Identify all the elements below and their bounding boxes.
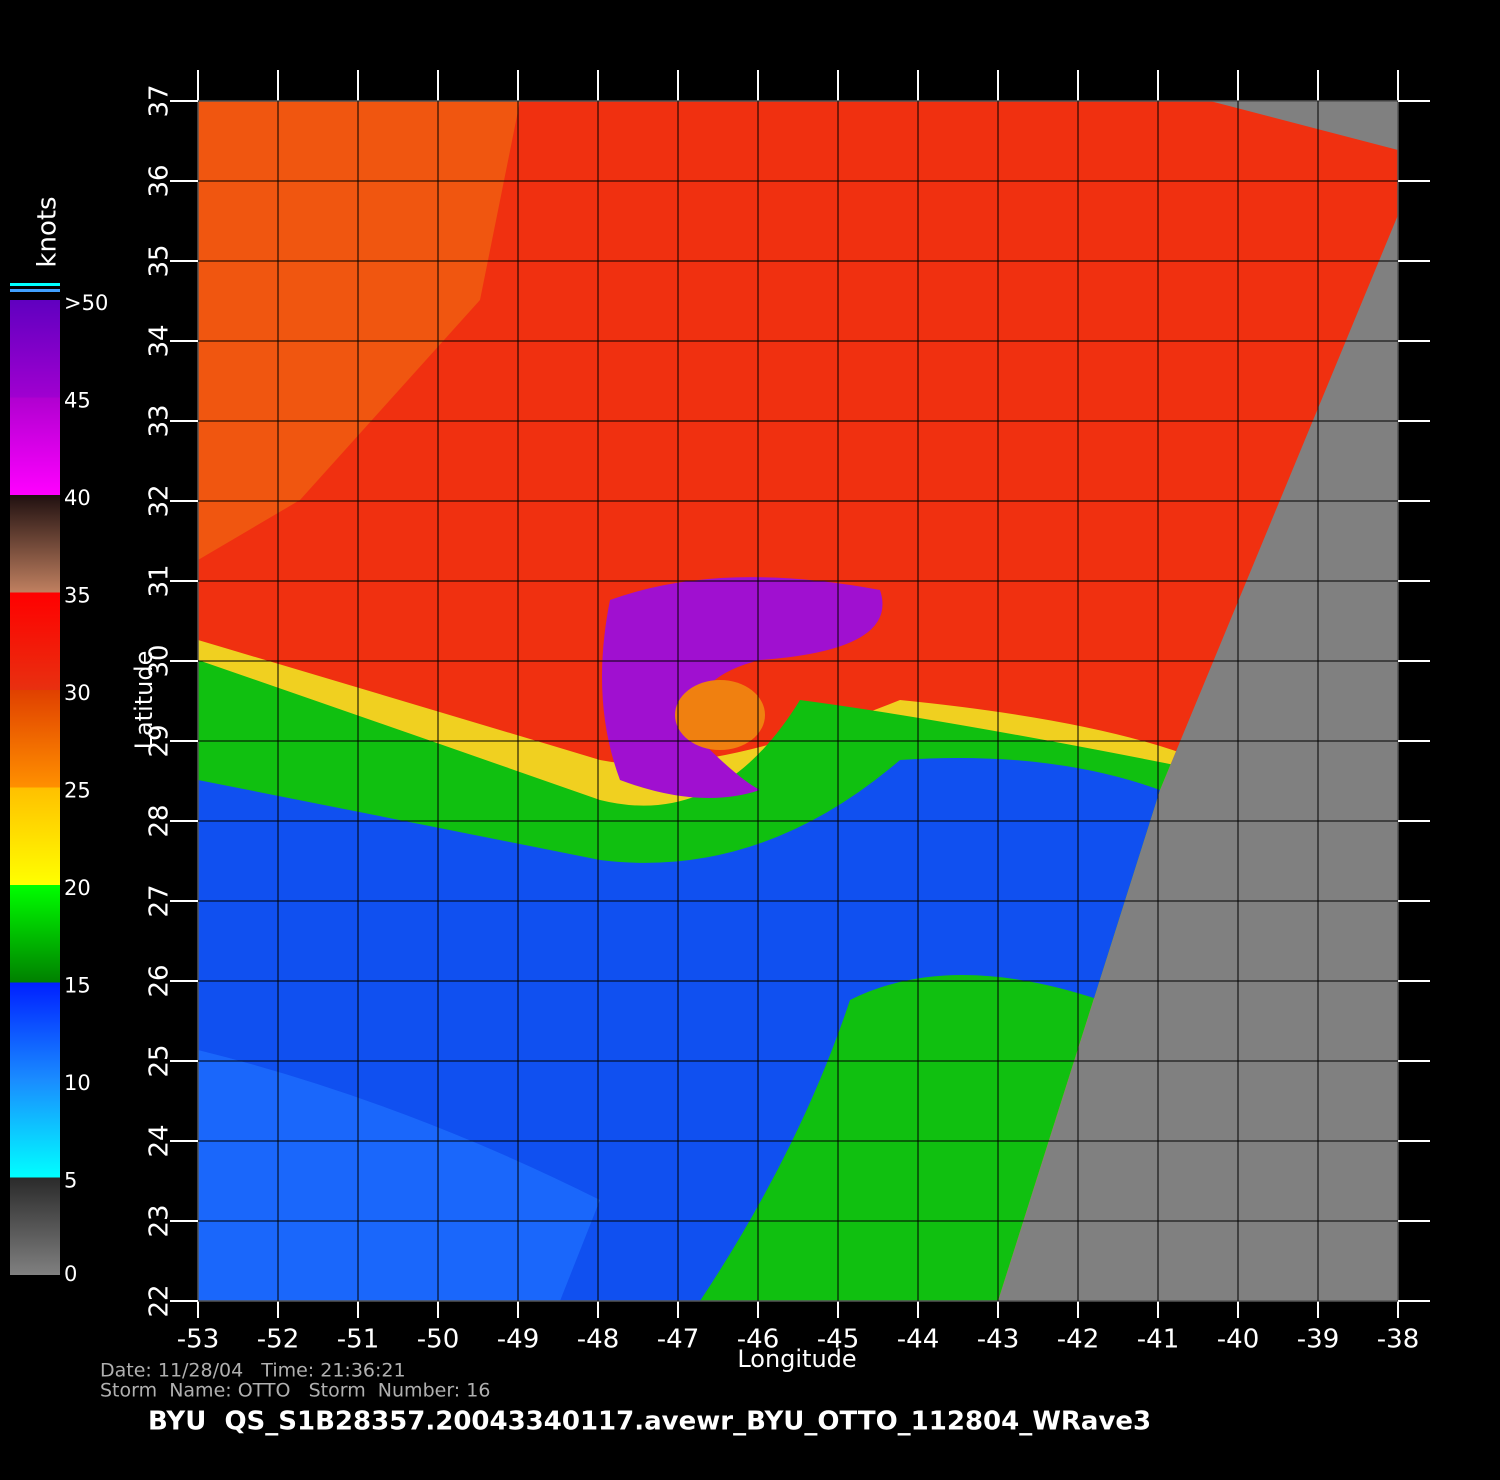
y-tick-label: 24 bbox=[145, 1124, 175, 1157]
colorbar-tick-label: 10 bbox=[64, 1071, 91, 1095]
x-tick-label: -52 bbox=[257, 1325, 299, 1355]
x-tick-label: -48 bbox=[577, 1325, 619, 1355]
cyclone-core bbox=[602, 577, 883, 798]
title: BYU QS_S1B28357.20043340117.avewr_BYU_OT… bbox=[148, 1407, 1151, 1437]
footer-line: Storm Name: OTTO Storm Number: 16 bbox=[100, 1380, 490, 1402]
colorbar-band bbox=[10, 787, 60, 885]
y-tick-label: 30 bbox=[145, 644, 175, 677]
colorbar-label: knots bbox=[33, 196, 63, 267]
colorbar-tick-label: 30 bbox=[64, 681, 91, 705]
colorbar-tick-label: 45 bbox=[64, 389, 91, 413]
colorbar-band bbox=[10, 1177, 60, 1275]
x-tick-label: -39 bbox=[1297, 1325, 1339, 1355]
colorbar-tick-label: >50 bbox=[64, 291, 108, 315]
x-tick-label: -42 bbox=[1057, 1325, 1099, 1355]
colorbar-band bbox=[10, 300, 60, 398]
x-tick-label: -53 bbox=[177, 1325, 219, 1355]
colorbar-band bbox=[10, 1080, 60, 1178]
x-tick-label: -51 bbox=[337, 1325, 379, 1355]
y-tick-label: 29 bbox=[145, 724, 175, 757]
x-tick-label: -40 bbox=[1217, 1325, 1259, 1355]
colorbar-tick-label: 20 bbox=[64, 876, 91, 900]
colorbar-tick-label: 35 bbox=[64, 584, 91, 608]
y-tick-label: 34 bbox=[145, 324, 175, 357]
x-tick-label: -46 bbox=[737, 1325, 779, 1355]
y-tick-label: 33 bbox=[145, 404, 175, 437]
x-tick-label: -38 bbox=[1377, 1325, 1419, 1355]
y-tick-label: 23 bbox=[145, 1204, 175, 1237]
cyclone-eye bbox=[675, 680, 765, 750]
colorbar-tick-label: 15 bbox=[64, 974, 91, 998]
y-tick-label: 31 bbox=[145, 564, 175, 597]
x-tick-label: -43 bbox=[977, 1325, 1019, 1355]
x-tick-label: -45 bbox=[817, 1325, 859, 1355]
colorbar-band bbox=[10, 592, 60, 690]
colorbar-band bbox=[10, 397, 60, 495]
colorbar-cap bbox=[10, 283, 60, 286]
colorbar-cap bbox=[10, 289, 60, 292]
colorbar-band bbox=[10, 690, 60, 788]
y-tick-label: 35 bbox=[145, 244, 175, 277]
colorbar-tick-label: 5 bbox=[64, 1169, 77, 1193]
x-tick-label: -47 bbox=[657, 1325, 699, 1355]
y-tick-label: 36 bbox=[145, 164, 175, 197]
x-tick-label: -49 bbox=[497, 1325, 539, 1355]
x-tick-label: -44 bbox=[897, 1325, 939, 1355]
y-tick-label: 28 bbox=[145, 804, 175, 837]
y-tick-label: 25 bbox=[145, 1044, 175, 1077]
x-tick-label: -50 bbox=[417, 1325, 459, 1355]
colorbar-tick-label: 40 bbox=[64, 486, 91, 510]
y-tick-label: 32 bbox=[145, 484, 175, 517]
colorbar-band bbox=[10, 982, 60, 1080]
colorbar-band bbox=[10, 495, 60, 593]
x-tick-label: -41 bbox=[1137, 1325, 1179, 1355]
colorbar-band bbox=[10, 885, 60, 983]
footer-line: Date: 11/28/04 Time: 21:36:21 bbox=[100, 1360, 406, 1382]
y-tick-label: 26 bbox=[145, 964, 175, 997]
colorbar-tick-label: 0 bbox=[64, 1262, 77, 1286]
y-tick-label: 37 bbox=[145, 84, 175, 117]
y-axis-label: Latitude bbox=[130, 651, 158, 750]
x-axis-label: Longitude bbox=[737, 1345, 856, 1373]
wind-light-blue bbox=[198, 1050, 600, 1301]
colorbar-tick-label: 25 bbox=[64, 779, 91, 803]
y-tick-label: 22 bbox=[145, 1284, 175, 1317]
y-tick-label: 27 bbox=[145, 884, 175, 917]
